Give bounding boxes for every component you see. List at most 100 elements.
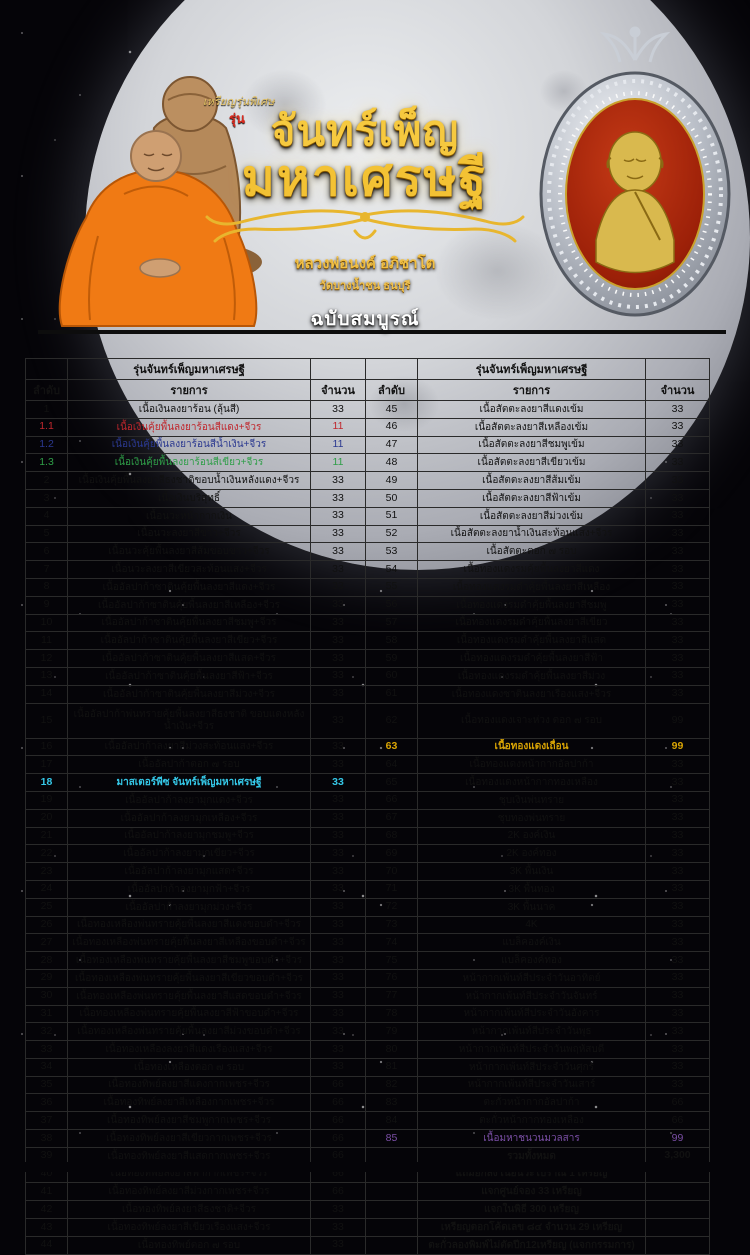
table-row: 41 เนื้อทองทิพย์ลงยาสีม่วงกากเพชร+จีวร 66 แ…	[25, 1182, 710, 1202]
group-header-empty	[645, 358, 710, 380]
row-qty: 33	[310, 737, 366, 757]
row-item: 2K องค์เงิน	[417, 826, 646, 846]
row-no: 11	[25, 631, 68, 651]
row-no: 28	[25, 951, 68, 970]
row-qty: 33	[310, 471, 366, 490]
row-no: 1.2	[25, 435, 68, 455]
row-qty: 11	[310, 435, 366, 455]
amulet-table-body: 1 เนื้อเงินลงยาร้อน (ลุ้นสี) 33 45 เนื้อสัตต…	[25, 400, 710, 1255]
row-qty: 33	[645, 435, 710, 455]
row-no: 2	[25, 471, 68, 490]
row-item: เนื้ออัลปาก้าลงยามุกเขียว+จีวร	[67, 844, 311, 864]
row-item: หน้ากากเพ้นท์สีประจำวันศุกร์	[417, 1057, 646, 1077]
table-row: 7 เนื้อนวะลงยาสีเขียวสะท้อนแสง+จีวร 33 54 เน…	[25, 560, 710, 579]
row-qty: 33	[645, 755, 710, 775]
row-item: เนื้อทองแดงรมดำคุ้ยพื้นลงยาสีฟ้า	[417, 649, 646, 668]
row-qty: 66	[310, 1111, 366, 1131]
table-row: 24 เนื้ออัลปาก้าลงยามุกฟ้า+จีวร 33 71 3K พื้…	[25, 879, 710, 899]
row-item: เนื้อสัตตะลงยาสีเขียวเข้ม	[417, 453, 646, 473]
row-item: เนื้อทองแดงรมดำคุ้ยพื้นลงยาสีม่วง	[417, 666, 646, 686]
row-no: 15	[25, 702, 68, 739]
row-no: 54	[365, 560, 418, 579]
column-header-row: ลำดับ รายการ จำนวน ลำดับ รายการ จำนวน	[25, 379, 710, 401]
row-no	[365, 1218, 418, 1237]
row-qty: 33	[645, 1022, 710, 1042]
row-no: 76	[365, 968, 418, 988]
table-row: 1 เนื้อเงินลงยาร้อน (ลุ้นสี) 33 45 เนื้อสัตต…	[25, 400, 710, 419]
row-qty: 33	[310, 915, 366, 935]
row-qty: 33	[310, 595, 366, 615]
row-no: 7	[25, 560, 68, 579]
row-item: เนื้ออัลปาก้าลงยามุกเหลือง+จีวร	[67, 808, 311, 828]
row-no: 1	[25, 400, 68, 419]
row-no: 45	[365, 400, 418, 419]
amulet-medallion-image	[539, 26, 731, 317]
row-item: เนื้อทองทิพย์ลงยาสีแดงกากเพชร+จีวร	[67, 1075, 311, 1095]
row-qty: 33	[645, 1057, 710, 1077]
group-header-empty	[25, 358, 68, 380]
row-no: 72	[365, 897, 418, 917]
table-row: 28 เนื้อทองเหลืองพ่นทรายคุ้ยพื้นลงยาสีชมพ…	[25, 951, 710, 970]
table-row: 43 เนื้อทองทิพย์ลงยาสีเขียวเรืองแสง+จีวร 3…	[25, 1218, 710, 1237]
table-row: 21 เนื้ออัลปาก้าลงยามุกชมพู+จีวร 33 68 2K อง…	[25, 826, 710, 846]
row-qty: 33	[310, 542, 366, 562]
row-qty: 33	[645, 968, 710, 988]
table-row: 32 เนื้อทองเหลืองพ่นทรายคุ้ยพื้นลงยาสีม่ว…	[25, 1022, 710, 1042]
monk-photos	[58, 76, 262, 327]
row-no: 63	[365, 737, 418, 757]
row-qty: 33	[645, 471, 710, 490]
table-row: 12 เนื้ออัลปาก้าซาตินคุ้ยพื้นลงยาสีแสด+จี…	[25, 649, 710, 668]
row-item: เนื้อนวะลงยาสีขาว+จีวร	[67, 524, 311, 544]
table-row: 3 เนื้อเงินบริสุทธิ์ 33 50 เนื้อสัตตะลงยาสีฟ…	[25, 488, 710, 508]
row-no: 16	[25, 737, 68, 757]
row-no: 6	[25, 542, 68, 562]
row-item: หน้ากากเพ้นท์สีประจำวันพุธ	[417, 1022, 646, 1042]
column-header-qty: จำนวน	[645, 379, 710, 401]
row-item: 2K องค์ทอง	[417, 844, 646, 864]
table-row: 34 เนื้อทองเหลืองตอก ๗ รอบ 33 81 หน้ากากเพ้น…	[25, 1057, 710, 1077]
row-no: 25	[25, 897, 68, 917]
row-no: 5	[25, 524, 68, 544]
row-no: 56	[365, 595, 418, 615]
table-row: 42 เนื้อทองทิพย์ลงยาสีธงชาติ+จีวร 33 แจกในพ…	[25, 1200, 710, 1220]
row-no: 21	[25, 826, 68, 846]
row-no: 52	[365, 524, 418, 544]
row-item: เนื้ออัลปาก้าลงยามุกม่วง+จีวร	[67, 897, 311, 917]
row-item: เนื้อทองแดงรมดำคุ้ยพื้นลงยาสีเหลือง	[417, 577, 646, 597]
row-no: 44	[25, 1235, 68, 1255]
row-item: เนื้อทองเหลืองพ่นทรายคุ้ยพื้นลงยาสีแสดขอ…	[67, 986, 311, 1006]
group-header-empty	[365, 358, 418, 380]
row-qty: 11	[310, 417, 366, 437]
row-item: แจกศูนย์จอง 33 เหรียญ	[417, 1182, 646, 1202]
row-qty: 33	[310, 1004, 366, 1024]
row-item: 3K พื้นนาค	[417, 897, 646, 917]
row-item: เนื้ออัลปาก้าซาตินคุ้ยพื้นลงยาสีเขียว+จี…	[67, 631, 311, 651]
row-item: เนื้อทองเหลืองพ่นทรายคุ้ยพื้นลงยาสีแดงขอ…	[67, 915, 311, 935]
row-qty: 33	[645, 986, 710, 1006]
page-title-line1: จันทร์เพ็ญ	[270, 107, 460, 154]
row-qty: 33	[645, 453, 710, 473]
row-no: 4	[25, 506, 68, 526]
column-header-no: ลำดับ	[25, 379, 68, 401]
row-item: เนื้อเงินคุ้ยพื้นลงยาร้อนสีเขียว+จีวร	[67, 453, 311, 473]
row-qty: 33	[310, 1235, 366, 1255]
row-no: 60	[365, 666, 418, 686]
row-qty: 66	[645, 1111, 710, 1131]
row-item: ตะกั่วหน้ากากอัลปาก้า	[417, 1093, 646, 1113]
row-item: เนื้อสัตตะลงยาสีเหลืองเข้ม	[417, 417, 646, 437]
row-item: เนื้อสัตตะลงยาสีแดงเข้ม	[417, 400, 646, 419]
row-no: 79	[365, 1022, 418, 1042]
table-row: 38 เนื้อทองทิพย์ลงยาสีเขียวกากเพชร+จีวร 66…	[25, 1129, 710, 1148]
row-no: 73	[365, 915, 418, 935]
row-item: เนื้อมหาชนวนมวลสาร	[417, 1129, 646, 1148]
table-row: 18 มาสเตอร์พีซ จันทร์เพ็ญมหาเศรษฐี 33 65 เนื…	[25, 773, 710, 792]
table-row: 1.2 เนื้อเงินคุ้ยพื้นลงยาร้อนสีน้ำเงิน+จี…	[25, 435, 710, 455]
row-qty: 33	[645, 542, 710, 562]
row-qty: 33	[310, 666, 366, 686]
row-qty: 99	[645, 1129, 710, 1148]
row-item: มาสเตอร์พีซ จันทร์เพ็ญมหาเศรษฐี	[67, 773, 311, 792]
row-qty: 33	[310, 1200, 366, 1220]
row-no: 46	[365, 417, 418, 437]
row-qty	[645, 1182, 710, 1202]
row-item: เนื้อทองทิพย์ลงยาสีเขียวกากเพชร+จีวร	[67, 1129, 311, 1148]
